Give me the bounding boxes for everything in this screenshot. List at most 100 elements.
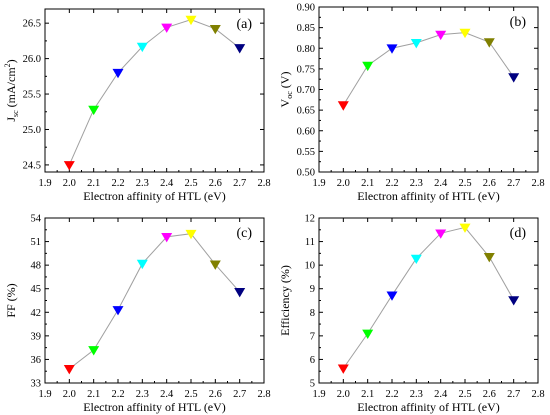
chart-panel: 1.9 2.0 2.1 2.2 2.3 2.4 2.5 2.6 2.7 2.8 0.50 0.55 0.… (278, 3, 545, 204)
x-tick-label: 2.7 (233, 178, 246, 189)
data-point-marker (410, 39, 422, 49)
y-tick-label: 42 (31, 308, 42, 319)
x-tick-label: 2.7 (507, 178, 520, 189)
data-point-marker (337, 364, 349, 374)
plot-frame (44, 8, 265, 173)
x-tick-label: 2.6 (483, 178, 496, 189)
panel-label: (a) (236, 17, 252, 32)
x-tick-label: 2.7 (233, 389, 246, 400)
data-point-marker (410, 254, 422, 264)
data-point-marker (112, 68, 124, 79)
x-tick-label: 2.8 (531, 178, 544, 189)
x-tick-label: 2.1 (87, 389, 100, 400)
y-tick-label: 33 (31, 379, 42, 390)
chart-panel: 1.9 2.0 2.1 2.2 2.3 2.4 2.5 2.6 2.7 2.8 33 36 39 42 45… (4, 214, 271, 415)
x-tick-label: 2.0 (337, 178, 350, 189)
panel-label: (d) (510, 226, 527, 241)
x-tick-label: 2.0 (63, 178, 76, 189)
x-tick-label: 2.3 (410, 389, 423, 400)
x-axis-label: Electron affinity of HTL (eV) (357, 400, 500, 414)
data-point-marker (362, 329, 374, 339)
data-point-marker (88, 105, 100, 116)
y-tick-label: 0.90 (297, 3, 315, 14)
y-tick-label: 0.50 (297, 168, 315, 179)
x-tick-label: 2.8 (531, 389, 544, 400)
x-tick-label: 1.9 (312, 178, 325, 189)
x-axis-label: Electron affinity of HTL (eV) (83, 400, 226, 414)
data-point-marker (161, 233, 173, 243)
x-tick-label: 2.1 (361, 389, 374, 400)
data-point-marker (88, 346, 100, 356)
x-tick-label: 2.0 (63, 389, 76, 400)
x-tick-label: 2.5 (458, 389, 471, 400)
data-point-marker (386, 44, 398, 54)
data-point-marker (136, 42, 148, 53)
x-tick-label: 2.2 (385, 178, 398, 189)
data-point-marker (234, 44, 246, 54)
y-tick-label: 48 (31, 261, 42, 272)
x-tick-label: 2.0 (337, 389, 350, 400)
x-tick-label: 2.6 (483, 389, 496, 400)
y-tick-label: 8 (310, 308, 315, 319)
data-point-marker (234, 288, 246, 298)
data-point-marker (185, 15, 197, 26)
data-point-marker (209, 260, 221, 270)
y-tick-label: 12 (305, 214, 316, 225)
x-tick-label: 2.4 (160, 389, 174, 400)
x-tick-label: 2.5 (184, 389, 197, 400)
x-tick-label: 1.9 (312, 389, 325, 400)
series-line (68, 19, 241, 166)
x-tick-label: 2.4 (434, 389, 448, 400)
plot-frame (318, 6, 539, 173)
x-tick-label: 2.6 (209, 178, 222, 189)
x-tick-label: 2.6 (209, 389, 222, 400)
data-point-marker (386, 291, 398, 301)
y-tick-label: 6 (310, 355, 315, 366)
data-point-marker (337, 101, 349, 111)
plot-frame (318, 217, 539, 384)
y-tick-label: 11 (305, 237, 315, 248)
panel-label: (b) (510, 15, 527, 30)
y-tick-label: 0.80 (297, 44, 315, 55)
y-tick-label: 36 (31, 355, 42, 366)
data-point-marker (63, 365, 75, 375)
y-axis-label: Jsc (mA/cm2) (3, 59, 20, 121)
x-tick-label: 2.2 (111, 389, 124, 400)
panel-label: (c) (236, 226, 252, 241)
y-tick-label: 45 (31, 284, 42, 295)
y-tick-label: 26.0 (23, 54, 41, 65)
data-point-marker (112, 306, 124, 316)
data-point-marker (508, 296, 520, 306)
x-tick-label: 2.1 (87, 178, 100, 189)
data-point-marker (136, 259, 148, 270)
x-tick-label: 2.8 (257, 178, 270, 189)
y-tick-label: 39 (31, 331, 42, 342)
data-point-marker (209, 25, 221, 35)
x-tick-label: 2.2 (385, 389, 398, 400)
data-point-marker (483, 253, 495, 263)
data-point-marker (459, 28, 471, 39)
y-tick-label: 0.60 (297, 126, 315, 137)
y-tick-label: 26.5 (23, 19, 41, 30)
y-tick-label: 0.65 (297, 106, 315, 117)
x-tick-label: 2.7 (507, 389, 520, 400)
x-tick-label: 2.3 (136, 178, 149, 189)
y-tick-label: 0.85 (297, 23, 315, 34)
x-tick-label: 2.4 (434, 178, 448, 189)
y-tick-label: 0.70 (297, 85, 315, 96)
x-tick-label: 1.9 (38, 389, 51, 400)
x-tick-label: 2.3 (136, 389, 149, 400)
x-tick-label: 2.2 (111, 178, 124, 189)
chart-panel: 1.9 2.0 2.1 2.2 2.3 2.4 2.5 2.6 2.7 2.8 5 6 7 8 9 10 11 1… (278, 214, 545, 415)
y-tick-label: 0.75 (297, 64, 315, 75)
x-tick-label: 2.1 (361, 178, 374, 189)
x-axis-label: Electron affinity of HTL (eV) (357, 189, 500, 203)
y-tick-label: 9 (310, 284, 315, 295)
y-tick-label: 54 (31, 214, 42, 225)
data-point-marker (435, 30, 447, 41)
y-tick-label: 7 (310, 331, 315, 342)
data-point-marker (185, 229, 197, 240)
y-axis-label: Efficiency (%) (278, 265, 292, 336)
x-tick-label: 1.9 (38, 178, 51, 189)
